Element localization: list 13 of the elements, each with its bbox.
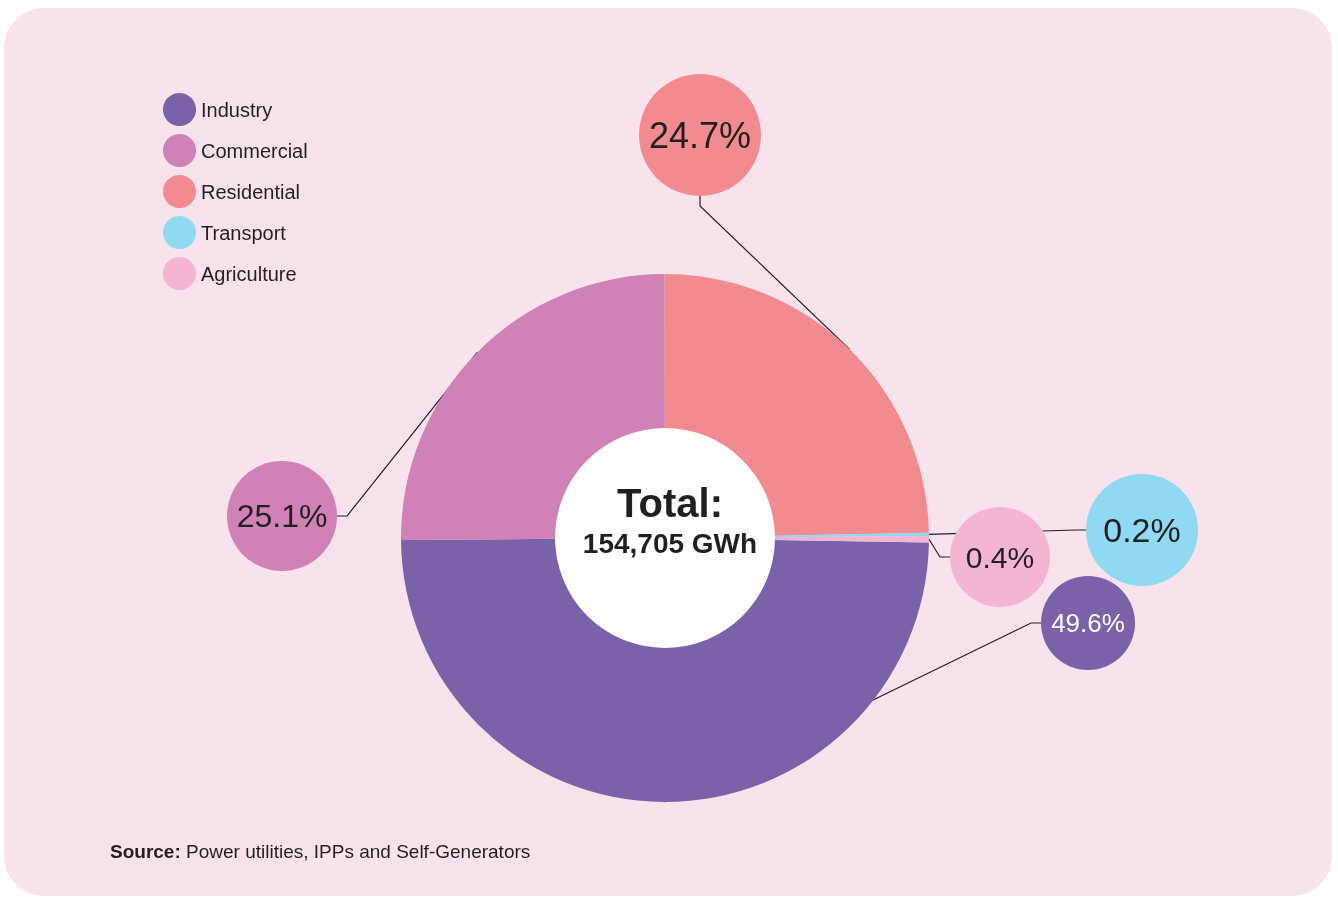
data-label: 24.7% xyxy=(648,114,752,156)
source-note: Source: Power utilities, IPPs and Self-Generators xyxy=(110,841,531,862)
data-label: 25.1% xyxy=(236,498,328,534)
text: Total: xyxy=(617,481,723,525)
data-label: 0.2% xyxy=(1103,511,1181,549)
legend-label: Agriculture xyxy=(201,262,297,285)
data-label: 49.6% xyxy=(1051,608,1125,638)
legend-label: Residential xyxy=(201,180,300,203)
text: 154,705 GWh xyxy=(582,527,758,559)
data-label: 0.4% xyxy=(965,540,1035,574)
legend-label: Transport xyxy=(201,221,287,244)
legend-label: Industry xyxy=(201,98,273,121)
legend-label: Commercial xyxy=(201,139,308,162)
